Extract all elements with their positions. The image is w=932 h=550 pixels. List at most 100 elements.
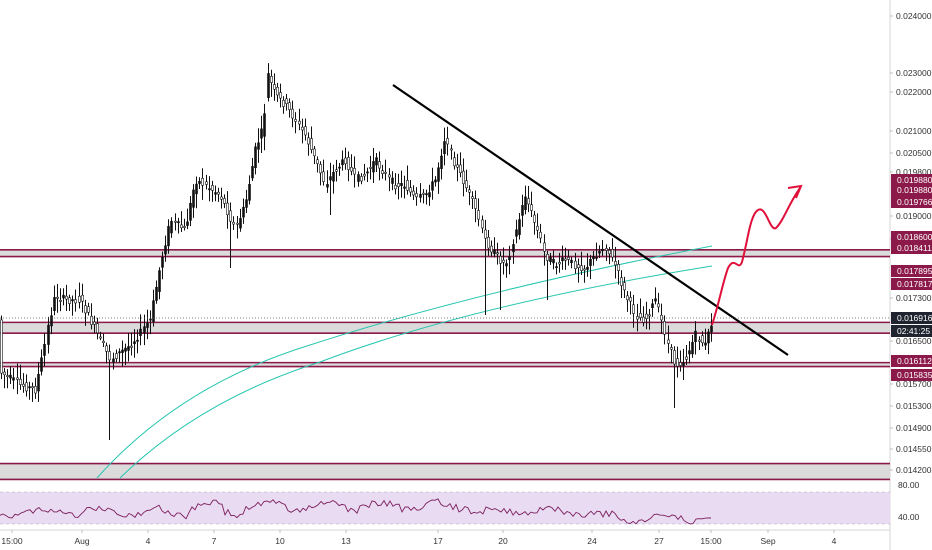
candle-body: [663, 321, 666, 335]
candle-body: [25, 382, 28, 392]
candle-body: [626, 295, 629, 301]
candle-body: [698, 339, 701, 342]
candle-body: [65, 295, 68, 300]
candle-body: [304, 126, 307, 136]
candles: [0, 63, 713, 440]
candle-body: [357, 174, 360, 182]
candle-body: [595, 256, 598, 259]
candle-body: [136, 339, 139, 342]
candle-body: [124, 347, 127, 352]
price-badge: [891, 325, 932, 337]
candle-body: [139, 328, 142, 336]
candle-body: [564, 258, 567, 261]
candle-body: [667, 339, 670, 344]
candle-body: [186, 221, 189, 226]
candle-body: [112, 358, 115, 363]
candle-body: [453, 157, 456, 167]
candle-body: [654, 298, 657, 302]
candle-body: [344, 157, 347, 165]
time-tick-label: Sep: [760, 536, 775, 546]
rsi-tick-label: 40.00: [898, 512, 920, 522]
candle-body: [316, 159, 319, 164]
candle-body: [267, 73, 270, 98]
price-badge-label: 0.019766: [897, 197, 932, 207]
level-zone: [0, 322, 890, 334]
candle-body: [614, 261, 617, 266]
candle-body: [567, 257, 570, 260]
candle-body: [254, 146, 257, 168]
candle-body: [428, 192, 431, 198]
candle-body: [189, 202, 192, 221]
candle-body: [549, 257, 552, 263]
candle-body: [353, 168, 356, 175]
price-tick-label: 0.021000: [896, 126, 932, 136]
candle-body: [605, 248, 608, 251]
drawings[interactable]: [0, 84, 890, 356]
candle-body: [121, 349, 124, 353]
candle-body: [270, 76, 273, 83]
rsi-line: [0, 498, 712, 525]
time-tick-label: 15:00: [700, 536, 722, 546]
candle-body: [468, 189, 471, 193]
candle-body: [437, 167, 440, 182]
candle-body: [310, 138, 313, 150]
candle-body: [251, 166, 254, 179]
candle-body: [598, 251, 601, 254]
candle-body: [201, 178, 204, 186]
candle-body: [456, 164, 459, 168]
price-tick-label: 0.022000: [896, 87, 932, 97]
price-tick-label: 0.015300: [896, 401, 932, 411]
price-axis: 0.024000 0.023000 0.022000 0.021000 0.020500…: [890, 11, 932, 522]
candle-body: [276, 86, 279, 96]
price-badge: [891, 312, 932, 324]
candle-body: [673, 350, 676, 365]
candle-body: [369, 166, 372, 169]
candle-body: [341, 159, 344, 166]
candle-body: [502, 259, 505, 263]
candle-body: [307, 137, 310, 145]
candle-body: [682, 362, 685, 366]
candle-body: [0, 319, 3, 374]
candle-body: [533, 214, 536, 223]
candle-body: [43, 343, 46, 356]
candle-body: [208, 188, 211, 191]
candle-body: [87, 306, 90, 313]
candle-body: [651, 303, 654, 309]
candle-body: [620, 277, 623, 286]
candle-body: [294, 119, 297, 122]
candle-body: [617, 263, 620, 271]
candle-body: [440, 155, 443, 169]
candle-body: [133, 341, 136, 345]
candle-body: [446, 138, 449, 145]
price-tick-label: 0.014550: [896, 444, 932, 454]
candle-body: [329, 176, 332, 181]
candle-body: [84, 305, 87, 314]
price-tick-label: 0.015700: [896, 379, 932, 389]
candle-body: [632, 304, 635, 314]
candle-body: [350, 167, 353, 172]
candle-body: [56, 296, 59, 299]
candle-body: [639, 313, 642, 318]
candle-body: [524, 196, 527, 211]
candle-body: [37, 373, 40, 392]
price-badge: [891, 174, 932, 186]
candle-body: [391, 177, 394, 184]
candle-body: [397, 183, 400, 187]
candle-body: [242, 206, 245, 218]
level-zone: [0, 249, 890, 257]
rsi-band: [0, 492, 890, 524]
candle-body: [589, 258, 592, 266]
candle-body: [149, 318, 152, 321]
price-badge-label: 02:41:25: [897, 326, 930, 336]
price-badge-label: 0.019880: [897, 185, 932, 195]
price-badge-label: 0.018600: [897, 232, 932, 242]
candle-body: [530, 204, 533, 211]
time-tick-label: 4: [832, 536, 837, 546]
price-badge-label: 0.017895: [897, 266, 932, 276]
candle-body: [229, 210, 232, 222]
price-tick-label: 0.016500: [896, 336, 932, 346]
candle-body: [477, 210, 480, 220]
candle-body: [34, 386, 37, 394]
